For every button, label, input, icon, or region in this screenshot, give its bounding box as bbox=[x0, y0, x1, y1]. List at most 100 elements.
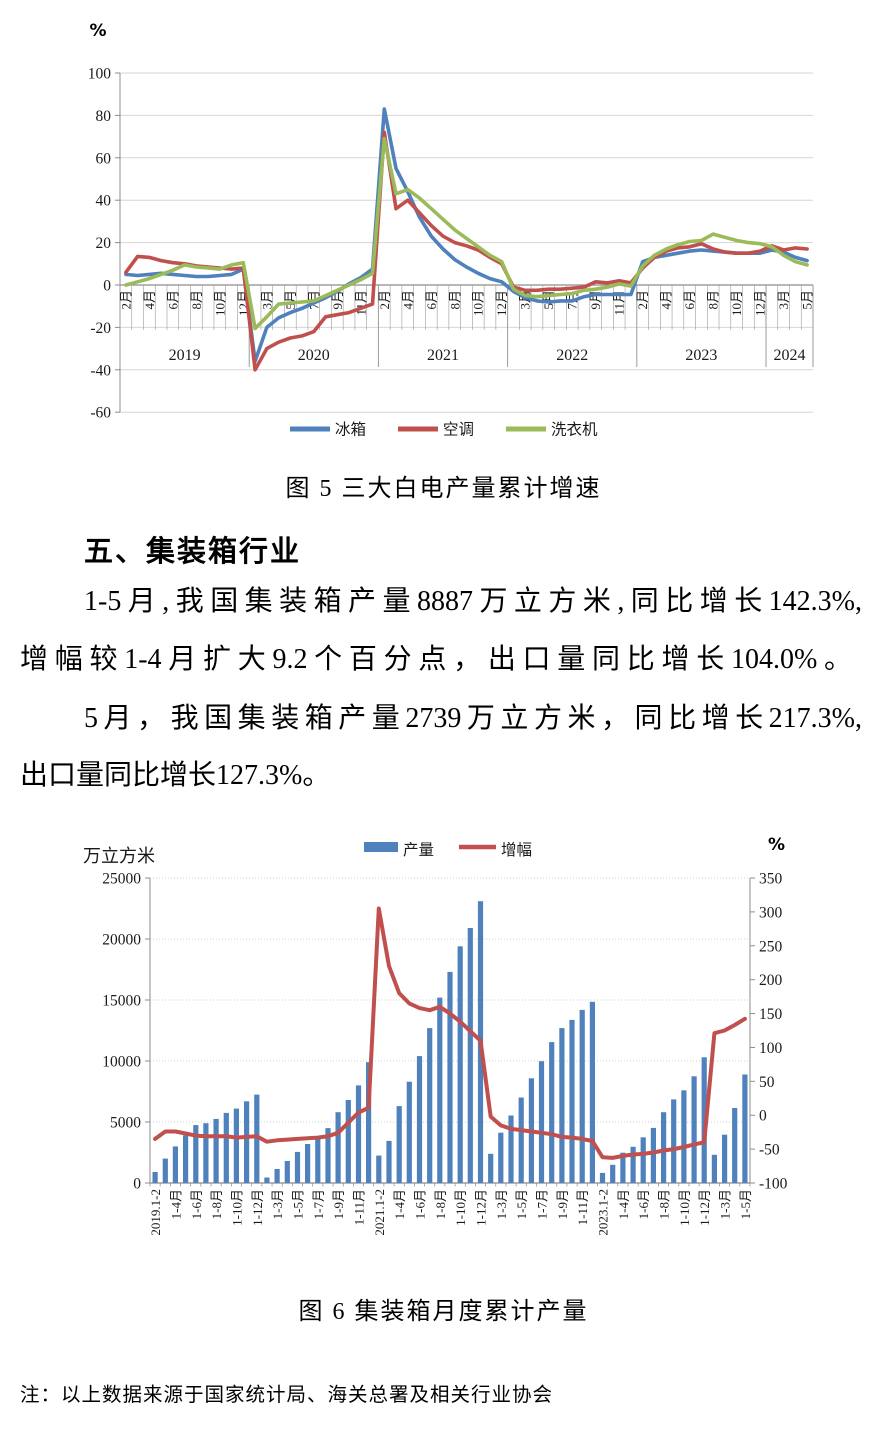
bar bbox=[284, 1161, 290, 1183]
bar bbox=[447, 971, 453, 1183]
bar bbox=[315, 1137, 321, 1184]
x-tick-label: 1-10月 bbox=[453, 1189, 468, 1226]
bar bbox=[467, 928, 473, 1183]
right-tick-label: 100 bbox=[759, 1040, 783, 1057]
right-tick-label: 0 bbox=[759, 1108, 767, 1125]
x-tick-label: 1-8月 bbox=[209, 1189, 224, 1219]
x-tick-label: 1-3月 bbox=[494, 1189, 509, 1219]
bar bbox=[264, 1177, 270, 1183]
x-tick-label: 1-5月 bbox=[738, 1189, 753, 1219]
y-tick-label: 60 bbox=[96, 150, 112, 167]
left-tick-label: 0 bbox=[133, 1176, 141, 1193]
year-label: 2024 bbox=[774, 347, 806, 364]
paragraph1-line1: 1-5月,我国集装箱产量8887万立方米,同比增长142.3%, bbox=[84, 586, 862, 617]
x-tick-label: 2019.1-2 bbox=[148, 1189, 163, 1236]
section-heading: 五、集装箱行业 bbox=[84, 534, 302, 568]
bar bbox=[538, 1061, 545, 1183]
y-axis-unit-label: % bbox=[89, 21, 106, 41]
x-tick-label: 6月 bbox=[165, 290, 180, 310]
bar bbox=[498, 1132, 504, 1183]
series-line-0 bbox=[124, 107, 809, 364]
bar bbox=[213, 1118, 219, 1183]
right-tick-label: 250 bbox=[759, 938, 783, 955]
bar bbox=[732, 1108, 738, 1183]
bar bbox=[691, 1076, 697, 1184]
left-axis-unit-label: 万立方米 bbox=[83, 846, 155, 866]
bar bbox=[569, 1019, 575, 1183]
x-tick-label: 1-9月 bbox=[331, 1189, 346, 1219]
chart-white-goods-growth: % 100 80 60 40 20 0 -20 -40 -60 2月 4月 6月 8月 10月 12月 3月 5月… bbox=[88, 21, 815, 439]
x-tick-label: 1-4月 bbox=[616, 1189, 631, 1219]
chart-container-output: 产量 增幅 万立方米% 25000 20000 15000 10000 5000 0 350 300… bbox=[83, 835, 788, 1236]
bar bbox=[518, 1097, 524, 1183]
x-tick-label: 1-12月 bbox=[250, 1189, 265, 1226]
x-tick-label: 6月 bbox=[682, 290, 697, 310]
bar bbox=[244, 1101, 250, 1183]
x-tick-label: 12月 bbox=[753, 290, 768, 316]
y-tick-label: -60 bbox=[90, 405, 111, 422]
bar bbox=[152, 1172, 158, 1183]
series-line-2 bbox=[124, 136, 809, 331]
right-tick-label: -100 bbox=[759, 1176, 788, 1193]
x-tick-label: 10月 bbox=[212, 290, 227, 316]
bar bbox=[345, 1100, 351, 1183]
bar bbox=[549, 1042, 555, 1183]
y-tick-label: 80 bbox=[96, 108, 112, 125]
left-tick-label: 25000 bbox=[102, 871, 141, 888]
right-tick-label: -50 bbox=[759, 1142, 780, 1159]
legend-label-2: 洗衣机 bbox=[551, 421, 598, 439]
x-tick-label: 1-9月 bbox=[555, 1189, 570, 1219]
right-axis-unit-label: % bbox=[768, 835, 785, 855]
x-tick-label: 1-11月 bbox=[575, 1189, 590, 1225]
bar bbox=[386, 1140, 392, 1183]
legend-bar-swatch bbox=[364, 842, 398, 852]
bar bbox=[233, 1108, 239, 1183]
paragraph2-line2: 出口量同比增长127.3%。 bbox=[20, 760, 331, 791]
x-tick-label: 1-11月 bbox=[351, 1189, 366, 1225]
x-tick-label: 8月 bbox=[447, 290, 462, 310]
x-tick-label: 8月 bbox=[706, 290, 721, 310]
bar bbox=[325, 1128, 331, 1183]
legend-label-1: 空调 bbox=[443, 421, 474, 439]
x-tick-label: 1-6月 bbox=[636, 1189, 651, 1219]
bar bbox=[183, 1135, 189, 1183]
bar bbox=[620, 1152, 626, 1183]
bar bbox=[172, 1146, 178, 1183]
x-tick-label: 1-5月 bbox=[514, 1189, 529, 1219]
x-tick-label: 4月 bbox=[400, 290, 415, 310]
y-tick-label: 40 bbox=[96, 193, 112, 210]
x-tick-label: 5月 bbox=[283, 290, 298, 310]
bar bbox=[335, 1112, 341, 1183]
bar bbox=[681, 1090, 687, 1183]
x-tick-label: 1-4月 bbox=[392, 1189, 407, 1219]
bar bbox=[203, 1123, 209, 1183]
bar bbox=[427, 1028, 433, 1183]
bar bbox=[661, 1112, 667, 1183]
right-tick-label: 150 bbox=[759, 1006, 783, 1023]
bar bbox=[376, 1155, 382, 1183]
bar bbox=[457, 946, 463, 1183]
figure5-caption: 图 5 三大白电产量累计增速 bbox=[285, 476, 602, 502]
legend-label-growth: 增幅 bbox=[501, 841, 532, 859]
left-tick-label: 15000 bbox=[102, 993, 141, 1010]
x-tick-label: 1-3月 bbox=[270, 1189, 285, 1219]
bar bbox=[193, 1125, 199, 1183]
bar bbox=[742, 1074, 748, 1183]
year-label: 2023 bbox=[685, 347, 717, 364]
left-tick-label: 10000 bbox=[102, 1054, 141, 1071]
x-tick-label: 4月 bbox=[142, 290, 157, 310]
right-tick-label: 350 bbox=[759, 871, 783, 888]
y-tick-label: 100 bbox=[88, 66, 112, 83]
right-tick-label: 300 bbox=[759, 904, 783, 921]
left-tick-label: 5000 bbox=[110, 1115, 141, 1132]
right-tick-label: 200 bbox=[759, 972, 783, 989]
bar bbox=[579, 1009, 585, 1183]
bar bbox=[366, 1062, 372, 1183]
bar bbox=[559, 1028, 565, 1183]
figure6-caption: 图 6 集装箱月度累计产量 bbox=[298, 1299, 589, 1325]
y-tick-label: -20 bbox=[90, 320, 111, 337]
bar bbox=[437, 997, 443, 1183]
series-line-1 bbox=[124, 130, 809, 372]
year-label: 2020 bbox=[298, 347, 330, 364]
